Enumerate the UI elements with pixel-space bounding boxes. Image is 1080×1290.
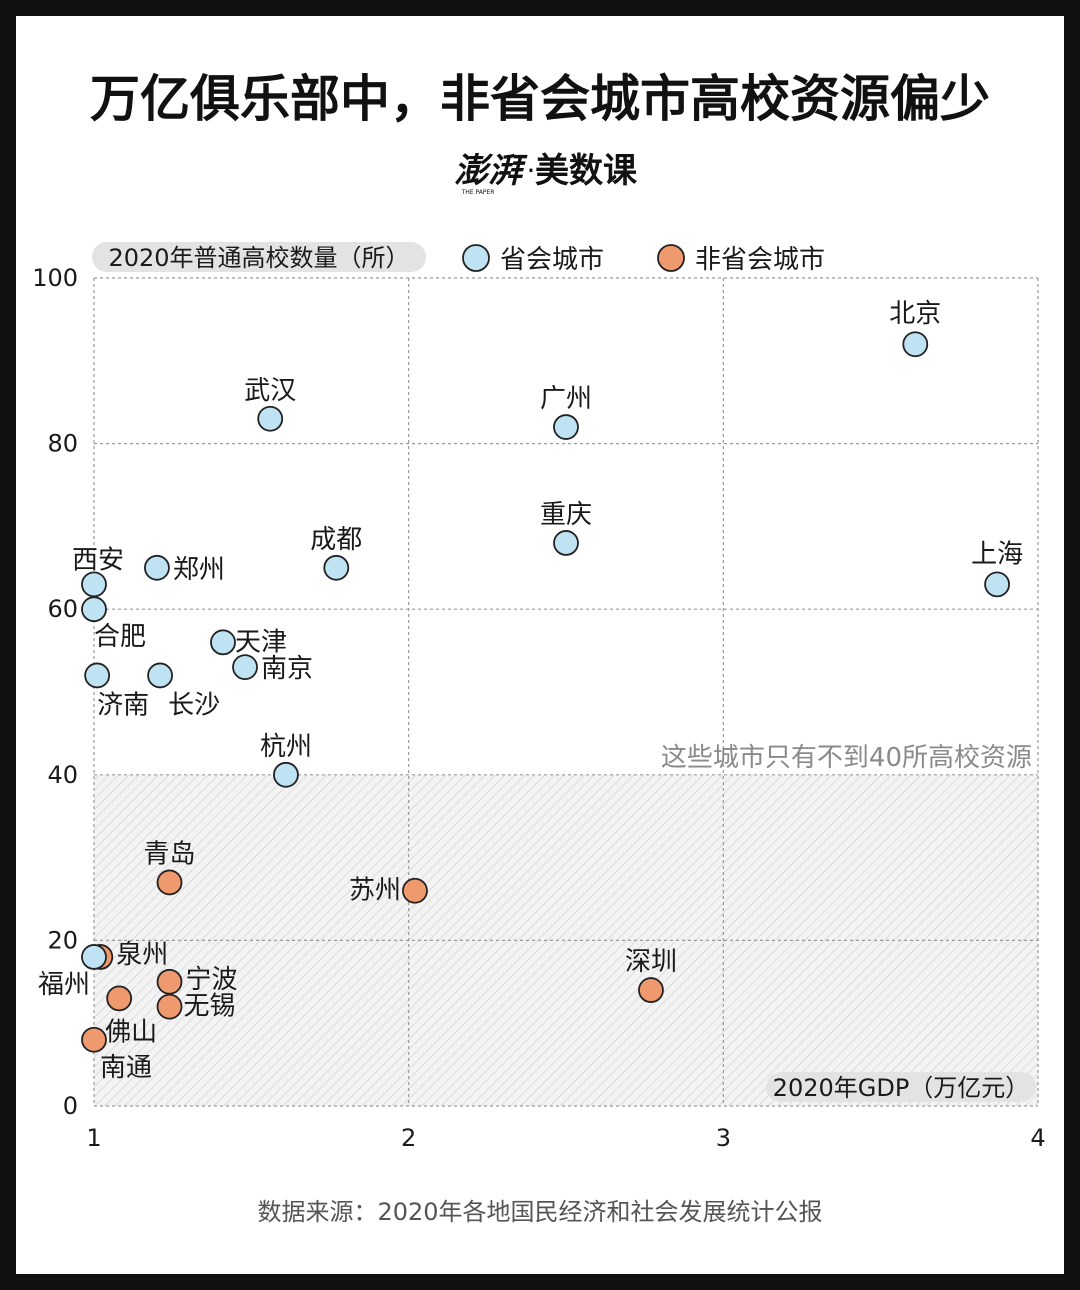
point-label: 无锡 [184, 992, 236, 1022]
brand-separator: · [527, 154, 536, 187]
brand-sub: THE PAPER [461, 189, 495, 196]
y-tick-label: 60 [47, 595, 78, 623]
point-武汉 [257, 405, 284, 432]
point-label: 青岛 [144, 839, 196, 869]
chart-card: 万亿俱乐部中，非省会城市高校资源偏少 澎湃 THE PAPER · 美数课 1 2… [16, 16, 1064, 1274]
point-label: 上海 [971, 539, 1023, 569]
legend: 省会城市 非省会城市 [462, 244, 825, 275]
point-长沙 [147, 662, 173, 689]
point-label: 合肥 [94, 622, 146, 652]
point-label: 北京 [889, 299, 941, 329]
y-tick-label: 80 [47, 430, 78, 458]
data-points [81, 331, 1010, 1053]
chart-title: 万亿俱乐部中，非省会城市高校资源偏少 [90, 70, 990, 128]
point-label: 宁波 [186, 965, 238, 995]
x-tick-label: 4 [1030, 1124, 1045, 1152]
y-axis-label: 2020年普通高校数量（所） [108, 244, 409, 272]
point-label: 泉州 [116, 940, 168, 970]
point-label: 深圳 [625, 947, 677, 977]
y-axis-label-pill: 2020年普通高校数量（所） [92, 242, 426, 272]
point-label: 杭州 [260, 732, 312, 762]
y-tick-label: 0 [63, 1092, 78, 1120]
point-label: 成都 [310, 525, 362, 555]
x-tick-label: 3 [716, 1124, 731, 1152]
point-label: 南通 [100, 1053, 152, 1083]
point-label: 重庆 [540, 500, 592, 530]
point-宁波 [156, 968, 183, 995]
point-合肥 [81, 596, 107, 623]
point-label: 济南 [97, 690, 149, 720]
brand-column: 美数课 [535, 151, 638, 191]
legend-noncapital-label: 非省会城市 [695, 245, 825, 275]
point-天津 [210, 629, 236, 656]
point-西安 [81, 571, 107, 598]
point-苏州 [402, 877, 428, 904]
y-tick-label: 40 [47, 761, 78, 789]
legend-capital-label: 省会城市 [500, 245, 604, 275]
chart-svg: 万亿俱乐部中，非省会城市高校资源偏少 澎湃 THE PAPER · 美数课 1 2… [32, 70, 1045, 1226]
point-佛山 [106, 985, 133, 1012]
point-杭州 [273, 761, 299, 788]
source-note: 数据来源：2020年各地国民经济和社会发展统计公报 [257, 1198, 822, 1226]
shaded-region [94, 774, 1038, 1106]
point-无锡 [156, 993, 183, 1020]
point-label: 郑州 [173, 555, 225, 585]
y-tick-label: 100 [32, 264, 78, 292]
point-label: 长沙 [168, 690, 220, 720]
point-深圳 [638, 977, 664, 1003]
point-label: 南京 [261, 654, 313, 684]
point-label: 福州 [38, 970, 90, 1000]
point-南通 [81, 1026, 107, 1053]
brand-name: 澎湃 [454, 151, 528, 191]
point-福州 [81, 944, 107, 970]
point-青岛 [156, 869, 183, 896]
point-label: 武汉 [244, 376, 296, 406]
point-label: 西安 [72, 545, 124, 575]
x-axis-label-pill: 2020年GDP（万亿元） [766, 1072, 1036, 1102]
point-广州 [553, 414, 579, 440]
point-重庆 [553, 530, 579, 556]
x-tick-label: 2 [401, 1124, 416, 1152]
y-tick-label: 20 [47, 926, 78, 954]
shaded-region-annotation: 这些城市只有不到40所高校资源 [661, 743, 1032, 773]
point-成都 [323, 554, 350, 581]
point-label: 广州 [540, 384, 592, 414]
point-上海 [984, 571, 1010, 598]
point-label: 天津 [235, 627, 287, 657]
point-济南 [84, 662, 111, 689]
legend-capital-marker [462, 244, 490, 272]
point-label: 苏州 [349, 876, 401, 906]
point-北京 [902, 331, 929, 358]
point-label: 佛山 [105, 1017, 157, 1047]
x-axis-label: 2020年GDP（万亿元） [773, 1074, 1030, 1102]
x-tick-label: 1 [86, 1124, 101, 1152]
point-郑州 [144, 554, 170, 581]
point-南京 [232, 654, 258, 681]
brand-logo: 澎湃 THE PAPER · 美数课 [454, 151, 638, 196]
legend-noncapital-marker [657, 244, 685, 272]
